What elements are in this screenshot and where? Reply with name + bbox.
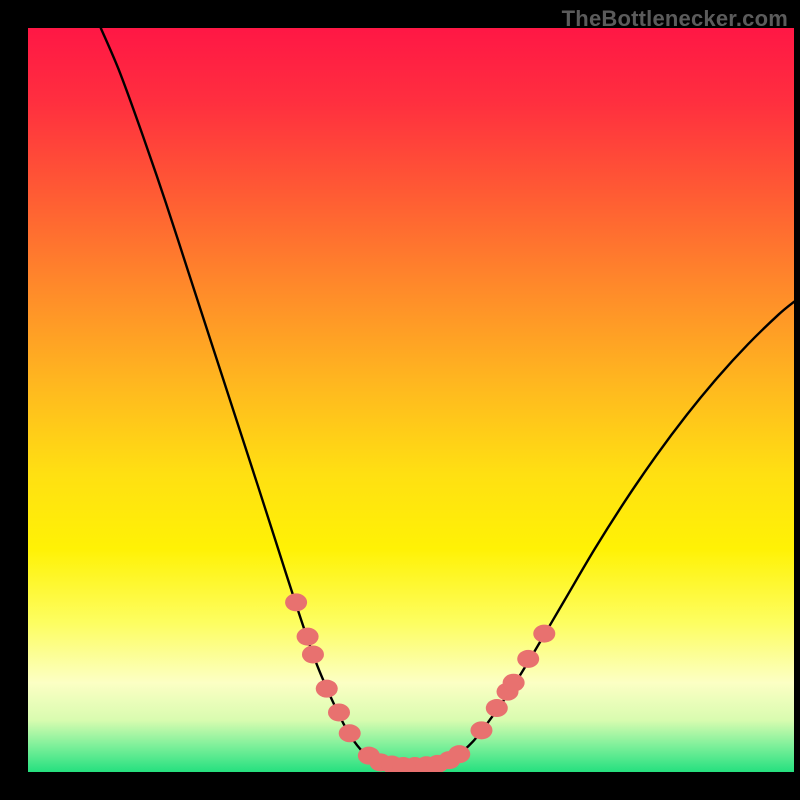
gradient-background xyxy=(28,28,794,772)
data-marker xyxy=(302,645,324,663)
data-marker xyxy=(486,699,508,717)
chart-frame: TheBottlenecker.com xyxy=(0,0,800,800)
data-marker xyxy=(470,721,492,739)
data-marker xyxy=(328,703,350,721)
plot-svg xyxy=(28,28,794,772)
data-marker xyxy=(297,628,319,646)
data-marker xyxy=(316,680,338,698)
data-marker xyxy=(448,745,470,763)
plot-area xyxy=(28,28,794,772)
data-marker xyxy=(285,593,307,611)
data-marker xyxy=(533,625,555,643)
watermark-text: TheBottlenecker.com xyxy=(562,6,788,32)
data-marker xyxy=(339,724,361,742)
data-marker xyxy=(517,650,539,668)
data-marker xyxy=(503,674,525,692)
